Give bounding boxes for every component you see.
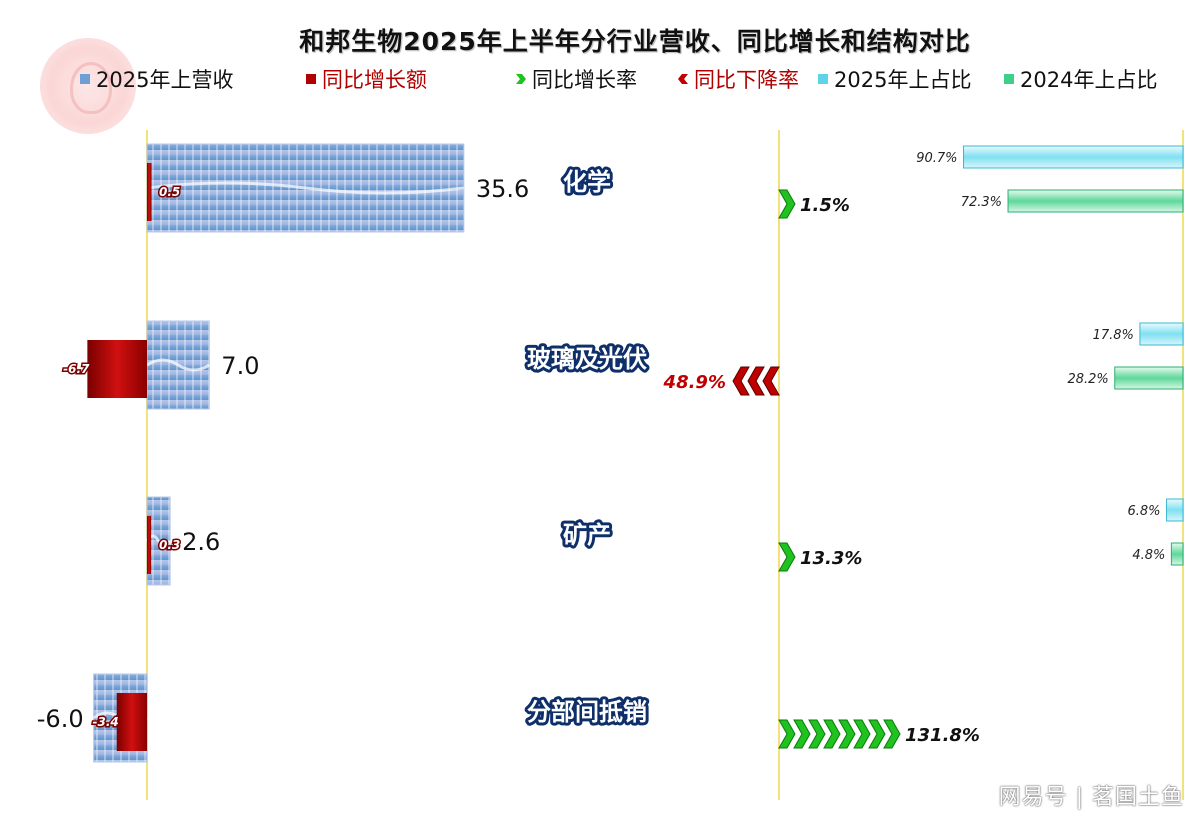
watermark: 网易号 | 茗国土鱼 [998, 785, 1184, 810]
category-label-row-2: 矿产 [563, 521, 611, 549]
revenue-bar-sheen-row-0 [146, 181, 465, 195]
rate-chevrons-row-1 [732, 366, 780, 396]
share-2024-label-row-1: 28.2% [1067, 372, 1108, 387]
legend-swatch-change [306, 74, 316, 84]
category-label-row-3: 分部间抵销 [527, 698, 647, 726]
brand-logo [40, 38, 136, 134]
rate-chevron-row-3-5 [853, 719, 871, 749]
category-label-row-0: 化学 [563, 168, 611, 196]
share-2024-label-row-2: 4.8% [1132, 548, 1165, 563]
legend-label-rate-down: 同比下降率 [694, 68, 799, 92]
rate-chevron-row-2-0 [778, 542, 796, 572]
legend-label-rate-up: 同比增长率 [532, 68, 637, 92]
legend-swatch-share-2024 [1004, 74, 1014, 84]
legend-label-share-2025: 2025年上占比 [834, 68, 972, 92]
rate-chevrons-row-0 [778, 189, 796, 219]
legend-label-revenue: 2025年上营收 [96, 68, 234, 92]
rate-chevron-row-3-3 [823, 719, 841, 749]
legend-swatch-rate-up [516, 74, 526, 84]
rate-label-row-2: 13.3% [800, 548, 862, 569]
share-2025-bar-row-0 [963, 145, 1184, 169]
legend-item-rate-down: 同比下降率 [678, 64, 799, 94]
rate-chevron-row-1-1 [747, 366, 765, 396]
change-label-row-0: 0.5 [159, 185, 180, 199]
revenue-label-row-1: 7.0 [221, 352, 259, 380]
share-2025-bar-row-2 [1166, 498, 1184, 522]
legend-item-revenue: 2025年上营收 [80, 64, 233, 94]
rate-chevron-row-3-0 [778, 719, 796, 749]
legend-label-share-2024: 2024年上占比 [1020, 68, 1158, 92]
share-2025-bar-row-1 [1139, 322, 1184, 346]
chart-title: 和邦生物2025年上半年分行业营收、同比增长和结构对比 [299, 27, 971, 56]
share-2025-label-row-2: 6.8% [1128, 504, 1161, 519]
rate-chevron-row-3-2 [808, 719, 826, 749]
legend-item-share-2024: 2024年上占比 [1004, 64, 1157, 94]
revenue-label-row-0: 35.6 [476, 175, 529, 203]
rate-chevron-row-1-2 [732, 366, 750, 396]
rate-chevron-row-3-7 [883, 719, 901, 749]
revenue-label-row-3: -6.0 [37, 705, 84, 733]
rate-chevron-row-0-0 [778, 189, 796, 219]
rate-label-row-3: 131.8% [905, 725, 980, 746]
rate-label-row-0: 1.5% [800, 195, 850, 216]
legend-swatch-revenue [80, 74, 90, 84]
legend-item-change: 同比增长额 [306, 64, 427, 94]
change-bar-row-0 [147, 163, 152, 221]
rate-chevron-row-3-4 [838, 719, 856, 749]
change-label-row-2: 0.3 [159, 538, 180, 552]
share-2024-label-row-0: 72.3% [961, 195, 1002, 210]
change-bar-row-1 [87, 340, 147, 398]
rate-chevrons-row-2 [778, 542, 796, 572]
change-label-row-1: -6.7 [63, 362, 90, 376]
rate-chevron-row-3-6 [868, 719, 886, 749]
legend-swatch-share-2025 [818, 74, 828, 84]
legend-item-share-2025: 2025年上占比 [818, 64, 971, 94]
legend: 2025年上营收 同比增长额 同比增长率 同比下降率 2025年上占比 2024… [0, 64, 1200, 100]
legend-label-change: 同比增长额 [322, 68, 427, 92]
revenue-label-row-2: 2.6 [182, 528, 220, 556]
share-2024-bar-row-1 [1114, 366, 1184, 390]
share-2024-bar-row-0 [1007, 189, 1184, 213]
change-bar-row-3 [116, 693, 147, 751]
revenue-bar-sheen-row-1 [146, 358, 211, 372]
legend-swatch-rate-down [678, 74, 688, 84]
rate-label-row-1: 48.9% [663, 372, 726, 393]
rate-chevron-row-3-1 [793, 719, 811, 749]
change-bar-row-2 [147, 516, 151, 574]
share-2024-bar-row-2 [1170, 542, 1184, 566]
share-2025-label-row-0: 90.7% [916, 151, 957, 166]
category-label-row-1: 玻璃及光伏 [527, 345, 647, 373]
rate-chevron-row-1-0 [762, 366, 780, 396]
share-2025-label-row-1: 17.8% [1093, 328, 1134, 343]
rate-chevrons-row-3 [778, 719, 901, 749]
change-label-row-3: -3.4 [92, 715, 118, 729]
legend-item-rate-up: 同比增长率 [516, 64, 637, 94]
